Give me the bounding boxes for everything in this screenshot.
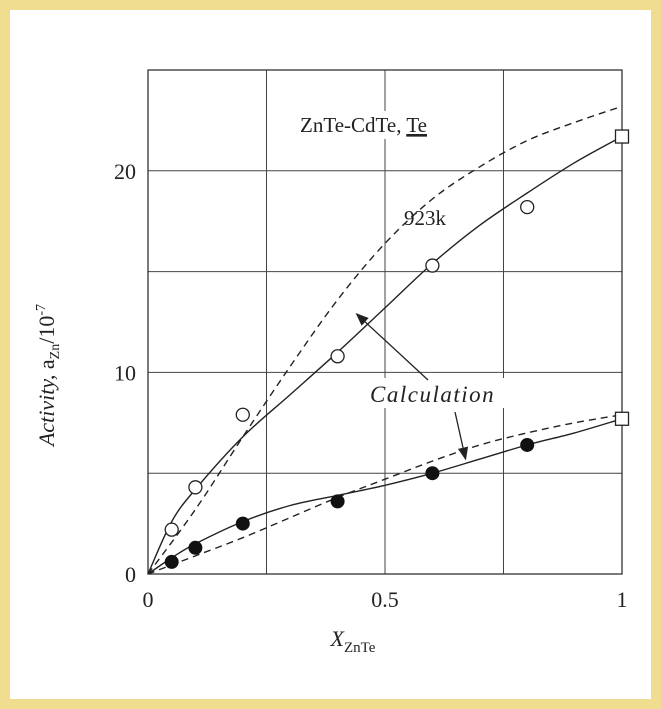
y-tick-label-4: 20 xyxy=(114,159,136,184)
filled-circle-point-1 xyxy=(188,540,203,555)
filled-circle-point-0 xyxy=(164,554,179,569)
y-axis-unit: /10 xyxy=(34,316,59,344)
x-axis-main: X xyxy=(330,626,346,651)
y-axis-sub: Zn xyxy=(48,344,63,360)
open-circle-point-5 xyxy=(520,199,535,215)
grid xyxy=(147,69,623,575)
title-main: ZnTe-CdTe, xyxy=(300,113,406,137)
filled-circle-point-4 xyxy=(425,466,440,481)
x-axis-sub: ZnTe xyxy=(344,640,376,656)
open-circle-point-1 xyxy=(188,480,203,495)
filled-circle-point-3 xyxy=(330,494,345,509)
x-tick-label-2: 0.5 xyxy=(371,587,399,612)
open-circle-point-3 xyxy=(330,349,345,364)
svg-text:ZnTe-CdTe, Te: ZnTe-CdTe, Te xyxy=(300,113,427,137)
open-circle-point-4 xyxy=(425,258,440,273)
chart-title: ZnTe-CdTe, Te xyxy=(296,111,431,139)
open-square-point-1 xyxy=(614,411,630,426)
title-underlined: Te xyxy=(406,113,427,137)
x-tick-label-4: 1 xyxy=(617,587,628,612)
open-square-point-0 xyxy=(614,129,630,144)
open-circle-point-2 xyxy=(235,407,250,422)
x-axis-label: XZnTe xyxy=(330,626,376,656)
plot-area xyxy=(147,69,623,575)
y-tick-label-0: 0 xyxy=(125,562,136,587)
filled-circle-point-5 xyxy=(520,437,535,452)
y-axis-italic: Activity, xyxy=(34,375,59,448)
y-axis-label: Activity, aZn/10-7 xyxy=(34,304,63,448)
y-axis-a: a xyxy=(34,359,59,375)
y-tick-label-2: 10 xyxy=(114,360,136,385)
calculation-label: Calculation xyxy=(370,382,495,407)
x-tick-label-0: 0 xyxy=(143,587,154,612)
calc-dashed-curve-6 xyxy=(147,414,623,575)
arrow-to-upper-dashed xyxy=(355,313,429,381)
arrow-to-lower-dashed xyxy=(454,411,469,461)
calculation-annotation: Calculation xyxy=(355,313,525,461)
temperature-label: 923k xyxy=(404,206,447,230)
open-circle-point-0 xyxy=(164,522,179,537)
y-axis-sup: -7 xyxy=(34,304,49,316)
filled-circle-point-2 xyxy=(235,516,250,531)
calc-dashed-curve-4 xyxy=(147,105,623,575)
data-markers xyxy=(164,129,630,569)
